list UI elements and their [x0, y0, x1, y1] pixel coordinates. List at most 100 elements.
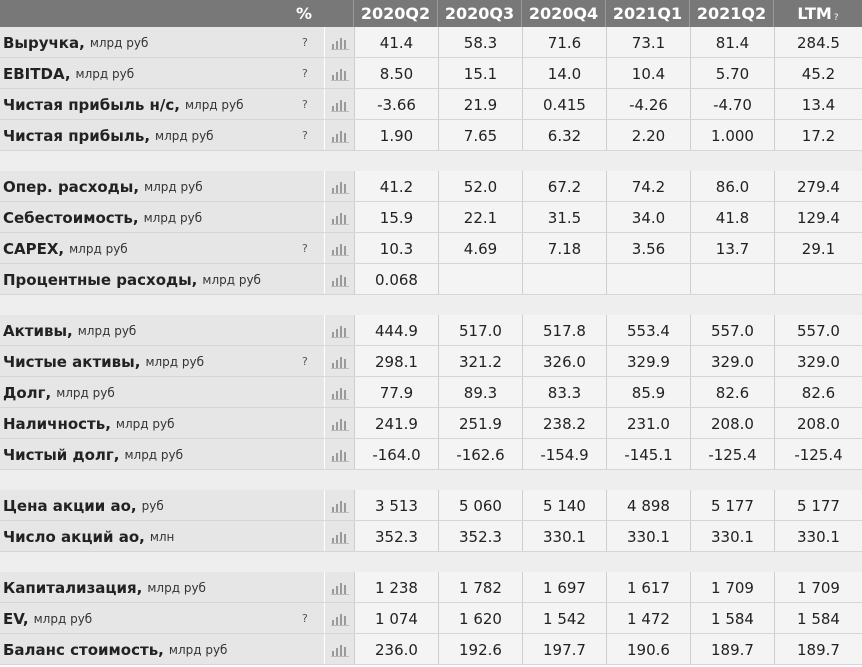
- ltm-help-icon[interactable]: ?: [833, 12, 839, 23]
- value-cell: 251.9: [438, 408, 522, 439]
- metric-unit: руб: [141, 498, 164, 513]
- value-cell: 352.3: [438, 521, 522, 552]
- table-row: Наличность, млрд руб 241.9 251.9 238.2 231.0 2…: [0, 408, 862, 439]
- metric-name: Баланс стоимость,: [3, 640, 164, 659]
- metric-unit: млрд руб: [168, 642, 228, 657]
- row-divider: [0, 294, 862, 295]
- table-row: Выручка, млрд руб? 41.4 58.3 71.6 73.1 81.4 284…: [0, 27, 862, 58]
- metric-unit: млрд руб: [89, 35, 149, 50]
- value-cell: -125.4: [690, 439, 774, 470]
- value-cell: 1 584: [774, 603, 862, 634]
- bar-chart-icon[interactable]: [324, 603, 354, 634]
- table-row: CAPEX, млрд руб? 10.3 4.69 7.18 3.56 13.7 29.1: [0, 233, 862, 264]
- table-row: Опер. расходы, млрд руб 41.2 52.0 67.2 74.2 86…: [0, 171, 862, 202]
- bar-chart-icon[interactable]: [324, 377, 354, 408]
- header-chart-column: [324, 0, 354, 27]
- bar-chart-icon[interactable]: [324, 264, 354, 295]
- value-cell: 1 709: [774, 572, 862, 603]
- value-cell: 352.3: [354, 521, 438, 552]
- metric-name: Чистый долг,: [3, 445, 120, 464]
- value-cell: 21.9: [438, 89, 522, 120]
- bar-chart-icon[interactable]: [324, 572, 354, 603]
- bar-chart-icon[interactable]: [324, 89, 354, 120]
- bar-chart-icon[interactable]: [324, 120, 354, 151]
- value-cell: 279.4: [774, 171, 862, 202]
- value-cell: 241.9: [354, 408, 438, 439]
- table-row: EBITDA, млрд руб? 8.50 15.1 14.0 10.4 5.70 45.2: [0, 58, 862, 89]
- row-divider: [0, 407, 862, 408]
- row-divider: [0, 201, 862, 202]
- metric-name: Активы,: [3, 321, 73, 340]
- period-header-2021q1: 2021Q1: [606, 0, 690, 27]
- value-cell: 1 074: [354, 603, 438, 634]
- row-divider: [0, 633, 862, 634]
- value-cell: 197.7: [522, 634, 606, 665]
- row-label: Капитализация, млрд руб: [0, 572, 324, 603]
- metric-unit: млрд руб: [184, 97, 244, 112]
- value-cell: -4.26: [606, 89, 690, 120]
- metric-name: EV,: [3, 609, 29, 628]
- metric-unit: млрд руб: [33, 611, 93, 626]
- value-cell: 238.2: [522, 408, 606, 439]
- bar-chart-icon[interactable]: [324, 490, 354, 521]
- metric-name: Капитализация,: [3, 578, 143, 597]
- bar-chart-icon[interactable]: [324, 171, 354, 202]
- table-row: Чистые активы, млрд руб? 298.1 321.2 326.0 32…: [0, 346, 862, 377]
- bar-chart-icon[interactable]: [324, 202, 354, 233]
- row-label: Выручка, млрд руб?: [0, 27, 324, 58]
- group-separator: [0, 295, 862, 315]
- bar-chart-icon[interactable]: [324, 408, 354, 439]
- metric-unit: млн: [149, 529, 175, 544]
- bar-chart-icon[interactable]: [324, 58, 354, 89]
- value-cell: 41.2: [354, 171, 438, 202]
- value-cell: 86.0: [690, 171, 774, 202]
- group-separator: [0, 151, 862, 171]
- value-cell: 81.4: [690, 27, 774, 58]
- help-icon[interactable]: ?: [302, 242, 308, 255]
- row-label: Процентные расходы, млрд руб: [0, 264, 324, 295]
- value-cell: [522, 264, 606, 295]
- value-cell: 1 472: [606, 603, 690, 634]
- value-cell: 553.4: [606, 315, 690, 346]
- value-cell: 208.0: [774, 408, 862, 439]
- help-icon[interactable]: ?: [302, 98, 308, 111]
- help-icon[interactable]: ?: [302, 36, 308, 49]
- bar-chart-icon[interactable]: [324, 27, 354, 58]
- value-cell: 73.1: [606, 27, 690, 58]
- value-cell: 74.2: [606, 171, 690, 202]
- help-icon[interactable]: ?: [302, 355, 308, 368]
- metric-name: Выручка,: [3, 33, 85, 52]
- bar-chart-icon[interactable]: [324, 634, 354, 665]
- row-label: Чистая прибыль н/с, млрд руб?: [0, 89, 324, 120]
- value-cell: 15.9: [354, 202, 438, 233]
- value-cell: 1 584: [690, 603, 774, 634]
- value-cell: 41.8: [690, 202, 774, 233]
- value-cell: 1 238: [354, 572, 438, 603]
- bar-chart-icon[interactable]: [324, 521, 354, 552]
- value-cell: 7.18: [522, 233, 606, 264]
- bar-chart-icon[interactable]: [324, 315, 354, 346]
- value-cell: 5 177: [774, 490, 862, 521]
- value-cell: 284.5: [774, 27, 862, 58]
- value-cell: 58.3: [438, 27, 522, 58]
- value-cell: 77.9: [354, 377, 438, 408]
- value-cell: 1 617: [606, 572, 690, 603]
- bar-chart-icon[interactable]: [324, 233, 354, 264]
- metric-unit: млрд руб: [144, 179, 203, 194]
- table-header: % 2020Q2 2020Q3 2020Q4 2021Q1 2021Q2 LTM…: [0, 0, 862, 27]
- percent-toggle[interactable]: %: [0, 0, 324, 27]
- bar-chart-icon[interactable]: [324, 439, 354, 470]
- help-icon[interactable]: ?: [302, 612, 308, 625]
- help-icon[interactable]: ?: [302, 129, 308, 142]
- row-divider: [0, 664, 862, 665]
- metric-unit: млрд руб: [124, 447, 184, 462]
- metric-name: Себестоимость,: [3, 208, 139, 227]
- bar-chart-icon[interactable]: [324, 346, 354, 377]
- row-divider: [0, 345, 862, 346]
- metric-unit: млрд руб: [147, 580, 206, 595]
- row-divider: [0, 438, 862, 439]
- value-cell: 15.1: [438, 58, 522, 89]
- value-cell: 34.0: [606, 202, 690, 233]
- help-icon[interactable]: ?: [302, 67, 308, 80]
- table-row: Чистый долг, млрд руб -164.0 -162.6 -154.9 -1…: [0, 439, 862, 470]
